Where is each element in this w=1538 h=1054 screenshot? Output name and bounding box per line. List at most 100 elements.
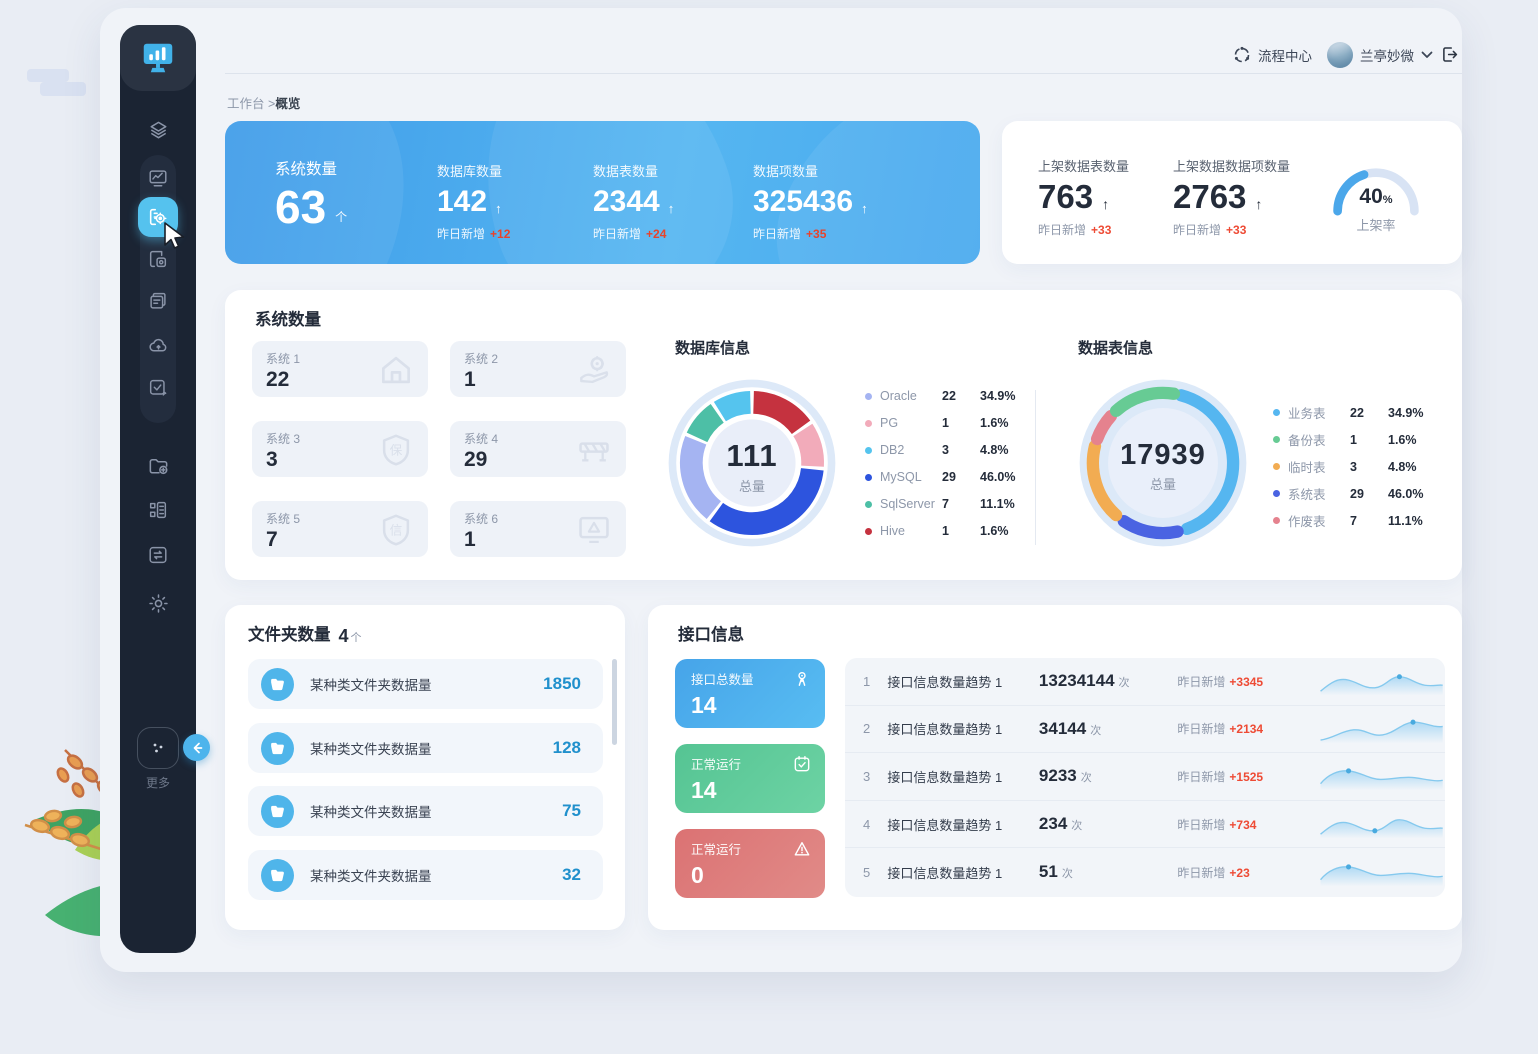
calendar-check-icon — [794, 755, 810, 772]
system-item-5: 系统 5 7 信 — [252, 501, 428, 557]
hand-gear-icon — [580, 356, 609, 384]
legend-row: Hive 1 1.6% — [865, 524, 1009, 538]
up-arrow-icon: ↑ — [861, 201, 868, 216]
delta-value: +3345 — [1229, 674, 1264, 689]
sidebar-collapse-button[interactable] — [183, 734, 210, 761]
legend-dot — [865, 446, 872, 454]
folder-value: 1850 — [543, 674, 581, 693]
flow-center-button[interactable]: 流程中心 — [1233, 45, 1312, 65]
system-item-label: 系统 3 — [266, 432, 301, 446]
sidebar-item-task-check[interactable] — [140, 370, 176, 406]
folder-icon — [261, 667, 294, 701]
shelf-stats-card: 上架数据表数量 763 ↑ 昨日新增 +33 上架数据数据项数量 2763 ↑ 昨… — [1002, 121, 1462, 264]
banner-stat-tables: 数据表数量 2344 ↑ 昨日新增 +24 — [593, 161, 674, 242]
delta-label: 昨日新增 — [593, 227, 642, 241]
delta-value: +33 — [1091, 223, 1112, 237]
sidebar-item-folder-plus[interactable] — [140, 448, 176, 484]
sidebar-item-org-list[interactable] — [140, 492, 176, 528]
stat-label: 上架数据表数量 — [1038, 159, 1130, 174]
row-index: 5 — [863, 864, 871, 880]
legend-row: MySQL 29 46.0% — [865, 470, 1015, 484]
delta-label: 昨日新增 — [1177, 722, 1226, 737]
sidebar-item-transfer[interactable] — [140, 537, 176, 573]
legend-dot — [865, 500, 872, 508]
stat-value: 63 — [275, 181, 327, 233]
more-dots-icon — [153, 743, 163, 753]
folder-label: 某种类文件夹数据量 — [310, 678, 432, 693]
sidebar-item-monitor-chart[interactable] — [140, 160, 176, 196]
sidebar-item-cloud[interactable] — [140, 327, 176, 363]
row-value: 51 — [1038, 862, 1058, 882]
flow-center-label: 流程中心 — [1258, 49, 1312, 64]
logout-button[interactable] — [1440, 45, 1459, 69]
chevron-down-icon — [1421, 51, 1433, 58]
legend-row: 业务表 22 34.9% — [1273, 403, 1423, 422]
delta-label: 昨日新增 — [1177, 769, 1226, 784]
delta-label: 昨日新增 — [1177, 865, 1226, 880]
barrier-icon — [579, 442, 609, 462]
table-row[interactable]: 4 接口信息数量趋势 1 234 次 昨日新增 +734 — [845, 801, 1445, 849]
table-row[interactable]: 1 接口信息数量趋势 1 13234144 次 昨日新增 +3345 — [845, 658, 1445, 706]
system-item-4: 系统 4 29 — [450, 421, 626, 477]
interface-error-card: 正常运行 0 — [675, 829, 825, 898]
system-item-3: 系统 3 3 保 — [252, 421, 428, 477]
task-check-icon — [149, 379, 167, 396]
sidebar-item-layers[interactable] — [140, 112, 176, 148]
system-count-card: 系统数量 系统 1 22 系统 2 1 系统 3 3 保 — [225, 290, 1462, 580]
system-item-value: 3 — [266, 448, 278, 471]
table-row[interactable]: 5 接口信息数量趋势 1 51 次 昨日新增 +23 — [845, 848, 1445, 896]
stat-label: 数据表数量 — [593, 164, 659, 179]
sidebar-item-active-data-config[interactable] — [138, 197, 178, 237]
legend-dot — [865, 473, 872, 481]
row-unit: 次 — [1118, 677, 1130, 690]
tables-donut-center: 17939 总量 — [1103, 439, 1223, 493]
sidebar-item-settings[interactable] — [140, 585, 176, 621]
org-list-icon — [149, 501, 167, 519]
banner-stat-systems: 系统数量 63 个 — [275, 157, 347, 233]
sidebar-item-doc-settings[interactable] — [140, 241, 176, 277]
stat-value: 2344 — [593, 185, 660, 218]
folder-list-item[interactable]: 某种类文件夹数据量 128 — [248, 723, 603, 773]
legend-dot — [1273, 409, 1280, 416]
row-name: 接口信息数量趋势 1 — [887, 769, 1003, 785]
db-total-label: 总量 — [738, 479, 765, 494]
summary-label: 正常运行 — [691, 758, 742, 772]
folder-list-item[interactable]: 某种类文件夹数据量 75 — [248, 786, 603, 836]
delta-label: 昨日新增 — [1177, 674, 1226, 689]
legend-dot — [865, 527, 872, 535]
breadcrumb[interactable]: 工作台 >概览 — [227, 93, 300, 112]
row-value: 9233 — [1038, 766, 1077, 786]
sidebar-more-button[interactable] — [137, 727, 179, 769]
stat-label: 上架数据数据项数量 — [1173, 159, 1291, 174]
delta-label: 昨日新增 — [1177, 817, 1226, 832]
user-menu[interactable]: 兰亭妙微 — [1327, 42, 1433, 68]
system-item-6: 系统 6 1 — [450, 501, 626, 557]
folder-list-scrollbar[interactable] — [612, 659, 617, 745]
db-chart-title: 数据库信息 — [675, 340, 751, 357]
folder-list-item[interactable]: 某种类文件夹数据量 32 — [248, 850, 603, 900]
row-value: 34144 — [1038, 718, 1087, 738]
tables-chart-title: 数据表信息 — [1078, 340, 1154, 357]
shelf-stat-tables: 上架数据表数量 763 ↑ 昨日新增 +33 — [1038, 156, 1129, 238]
db-donut-chart — [668, 379, 836, 547]
legend-row: Oracle 22 34.9% — [865, 389, 1015, 403]
delta-value: +33 — [1226, 223, 1247, 237]
delta-label: 昨日新增 — [753, 227, 802, 241]
system-item-label: 系统 6 — [464, 512, 499, 526]
gauge-arc — [1333, 168, 1419, 216]
sidebar-item-pages[interactable] — [140, 283, 176, 319]
breadcrumb-parent[interactable]: 工作台 — [227, 97, 265, 111]
app-logo[interactable] — [120, 25, 196, 91]
folder-label: 某种类文件夹数据量 — [310, 805, 432, 820]
trend-sparkline — [1319, 768, 1443, 791]
stat-value: 325436 — [753, 185, 854, 218]
tables-total: 17939 — [1120, 439, 1206, 471]
table-row[interactable]: 3 接口信息数量趋势 1 9233 次 昨日新增 +1525 — [845, 753, 1445, 801]
folder-list-item[interactable]: 某种类文件夹数据量 1850 — [248, 659, 603, 709]
row-unit: 次 — [1090, 724, 1102, 737]
system-item-2: 系统 2 1 — [450, 341, 626, 397]
summary-label: 正常运行 — [691, 843, 742, 857]
table-row[interactable]: 2 接口信息数量趋势 1 34144 次 昨日新增 +2134 — [845, 706, 1445, 754]
row-index: 3 — [863, 768, 871, 784]
